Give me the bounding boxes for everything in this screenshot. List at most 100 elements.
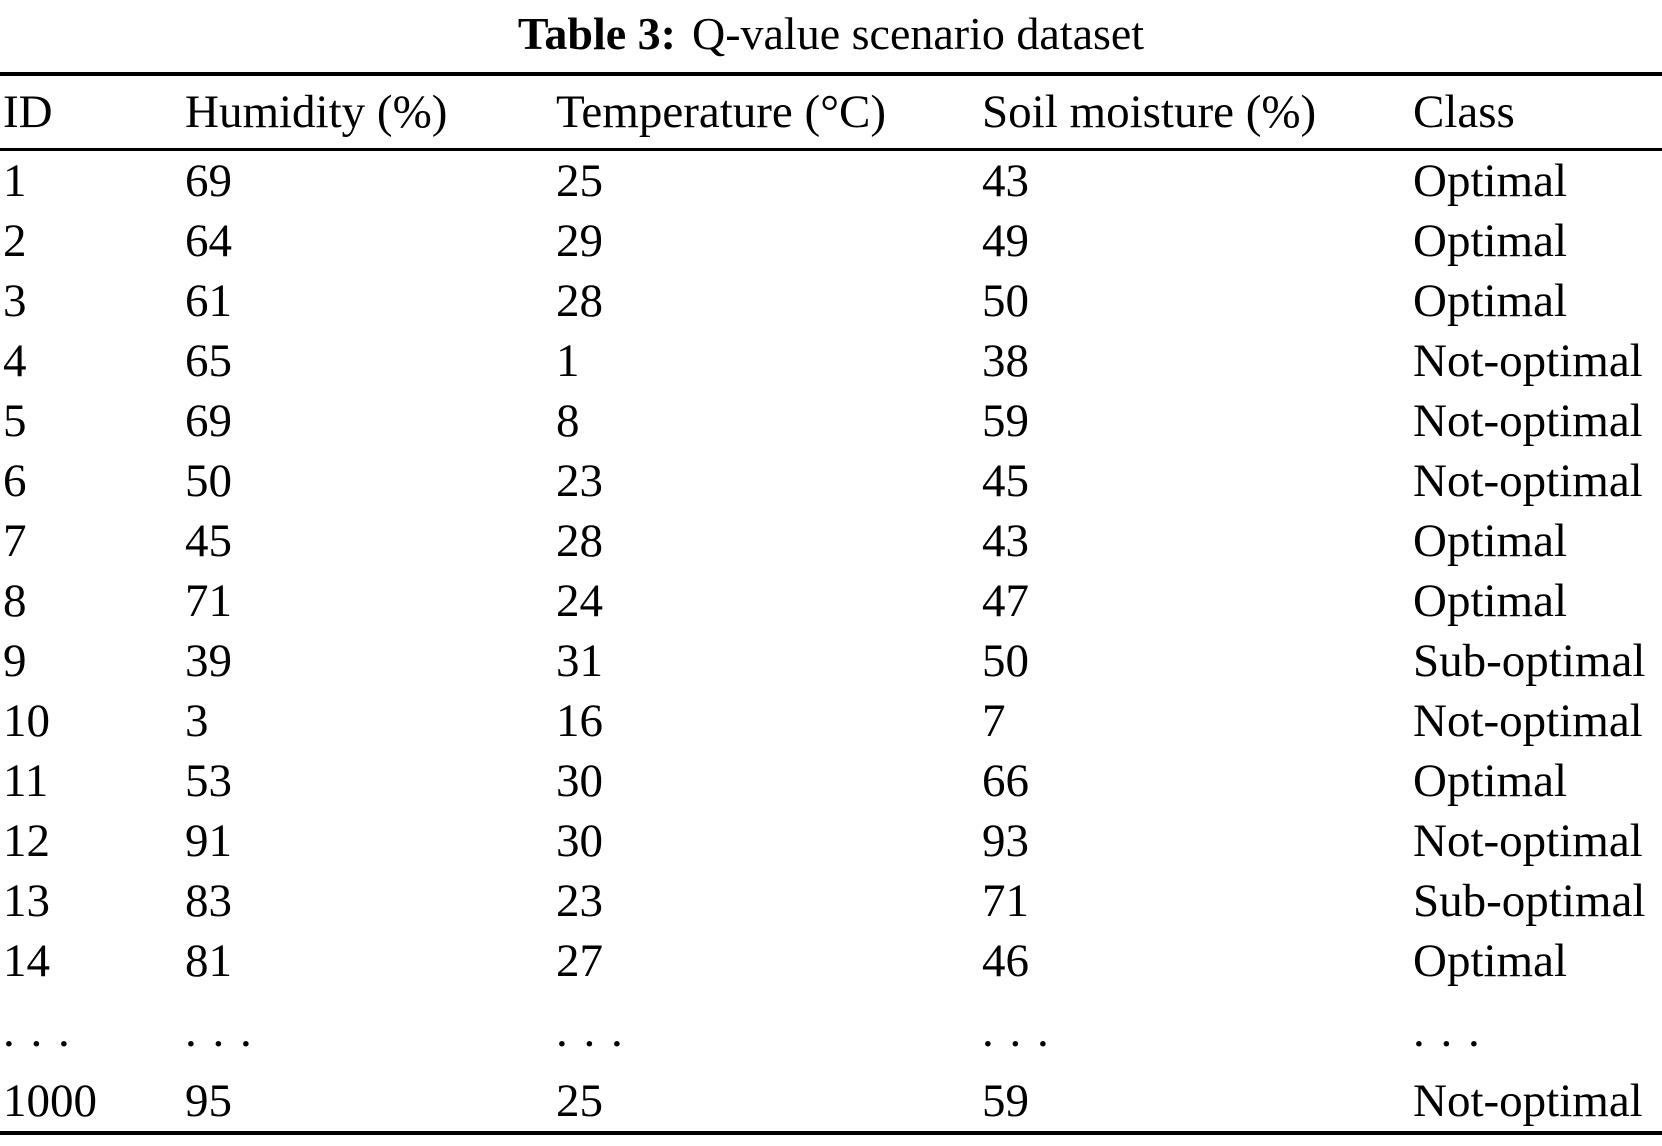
table-cell: 71	[185, 575, 232, 627]
table-row: 1 69 25 43 Optimal	[0, 150, 1662, 212]
table-cell: 43	[982, 515, 1029, 567]
table-cell: 81	[185, 935, 232, 987]
table-row: 5 69 8 59 Not-optimal	[0, 391, 1662, 451]
table-cell: 50	[185, 455, 232, 507]
table-cell: Optimal	[1413, 275, 1568, 327]
table-cell: 47	[982, 575, 1029, 627]
table-cell: 45	[185, 515, 232, 567]
table-cell: 71	[982, 875, 1029, 927]
table-cell: Not-optimal	[1413, 695, 1643, 747]
ellipsis-row: . . . . . . . . . . . . . . .	[0, 991, 1662, 1071]
table-cell: 23	[556, 875, 603, 927]
table-cell: 24	[556, 575, 603, 627]
column-header: Soil moisture (%)	[982, 86, 1317, 138]
table-cell: 45	[982, 455, 1029, 507]
column-header: ID	[3, 86, 53, 138]
table-row: 4 65 1 38 Not-optimal	[0, 331, 1662, 391]
table-cell: 9	[3, 635, 27, 687]
table-row: 10 3 16 7 Not-optimal	[0, 691, 1662, 751]
dataset-table: ID Humidity (%) Temperature (°C) Soil moist…	[0, 72, 1662, 1135]
table-cell: Optimal	[1413, 215, 1568, 267]
table-row: 3 61 28 50 Optimal	[0, 271, 1662, 331]
table-cell: 8	[556, 395, 580, 447]
column-header: Class	[1413, 86, 1515, 138]
table-cell: 7	[3, 515, 27, 567]
table-cell: 69	[185, 155, 232, 207]
table-caption-text: Q-value scenario dataset	[691, 8, 1145, 59]
table-cell: 83	[185, 875, 232, 927]
table-row: 1000 95 25 59 Not-optimal	[0, 1071, 1662, 1133]
table-cell: Sub-optimal	[1413, 635, 1646, 687]
table-row: 12 91 30 93 Not-optimal	[0, 811, 1662, 871]
table-cell: 14	[3, 935, 50, 987]
table-cell: 28	[556, 275, 603, 327]
table-caption-label: Table 3:	[517, 8, 676, 59]
table-cell: 16	[556, 695, 603, 747]
table-header-row: ID Humidity (%) Temperature (°C) Soil moist…	[0, 74, 1662, 150]
table-cell: 69	[185, 395, 232, 447]
table-cell: Optimal	[1413, 155, 1568, 207]
table-cell: 65	[185, 335, 232, 387]
table-cell: 12	[3, 815, 50, 867]
table-cell: . . .	[3, 1005, 72, 1057]
table-cell: . . .	[556, 1005, 625, 1057]
column-header: Humidity (%)	[185, 86, 448, 138]
table-cell: 53	[185, 755, 232, 807]
table-cell: 5	[3, 395, 27, 447]
table-row: 7 45 28 43 Optimal	[0, 511, 1662, 571]
table-cell: 7	[982, 695, 1006, 747]
table-cell: 1000	[3, 1075, 97, 1127]
table-cell: 66	[982, 755, 1029, 807]
table-cell: 30	[556, 755, 603, 807]
table-row: 2 64 29 49 Optimal	[0, 211, 1662, 271]
table-cell: Not-optimal	[1413, 395, 1643, 447]
table-cell: 30	[556, 815, 603, 867]
table-cell: 10	[3, 695, 50, 747]
table-cell: 2	[3, 215, 27, 267]
table-caption: Table 3: Q-value scenario dataset	[0, 0, 1662, 72]
table-cell: 64	[185, 215, 232, 267]
table-cell: Optimal	[1413, 755, 1568, 807]
table-cell: Not-optimal	[1413, 455, 1643, 507]
table-cell: Sub-optimal	[1413, 875, 1646, 927]
table-cell: . . .	[982, 1005, 1051, 1057]
table-row: 9 39 31 50 Sub-optimal	[0, 631, 1662, 691]
table-cell: Not-optimal	[1413, 335, 1643, 387]
table-row: 14 81 27 46 Optimal	[0, 931, 1662, 991]
table-row: 13 83 23 71 Sub-optimal	[0, 871, 1662, 931]
column-header: Temperature (°C)	[556, 86, 886, 138]
table-row: 11 53 30 66 Optimal	[0, 751, 1662, 811]
table-cell: 91	[185, 815, 232, 867]
table-body: 1 69 25 43 Optimal 2 64 29 49 Optimal 3 61 28 50 Optim…	[0, 150, 1662, 1134]
table-cell: 59	[982, 1075, 1029, 1127]
table-cell: 13	[3, 875, 50, 927]
table-cell: 25	[556, 155, 603, 207]
table-cell: Optimal	[1413, 935, 1568, 987]
table-cell: 31	[556, 635, 603, 687]
table-cell: 49	[982, 215, 1029, 267]
table-cell: 39	[185, 635, 232, 687]
table-cell: 46	[982, 935, 1029, 987]
table-cell: 3	[185, 695, 209, 747]
table-cell: Not-optimal	[1413, 1075, 1643, 1127]
table-cell: 1	[556, 335, 580, 387]
table-row: 6 50 23 45 Not-optimal	[0, 451, 1662, 511]
table-cell: . . .	[1413, 1005, 1482, 1057]
table-header: ID Humidity (%) Temperature (°C) Soil moist…	[0, 74, 1662, 150]
table-cell: 27	[556, 935, 603, 987]
table-cell: 6	[3, 455, 27, 507]
table-cell: 95	[185, 1075, 232, 1127]
table-cell: 1	[3, 155, 27, 207]
table-cell: 8	[3, 575, 27, 627]
table-cell: 93	[982, 815, 1029, 867]
table-cell: 28	[556, 515, 603, 567]
table-cell: 43	[982, 155, 1029, 207]
table-cell: 25	[556, 1075, 603, 1127]
table-cell: . . .	[185, 1005, 254, 1057]
table-cell: 23	[556, 455, 603, 507]
table-row: 8 71 24 47 Optimal	[0, 571, 1662, 631]
table-cell: 50	[982, 635, 1029, 687]
table-cell: 38	[982, 335, 1029, 387]
table-cell: 61	[185, 275, 232, 327]
